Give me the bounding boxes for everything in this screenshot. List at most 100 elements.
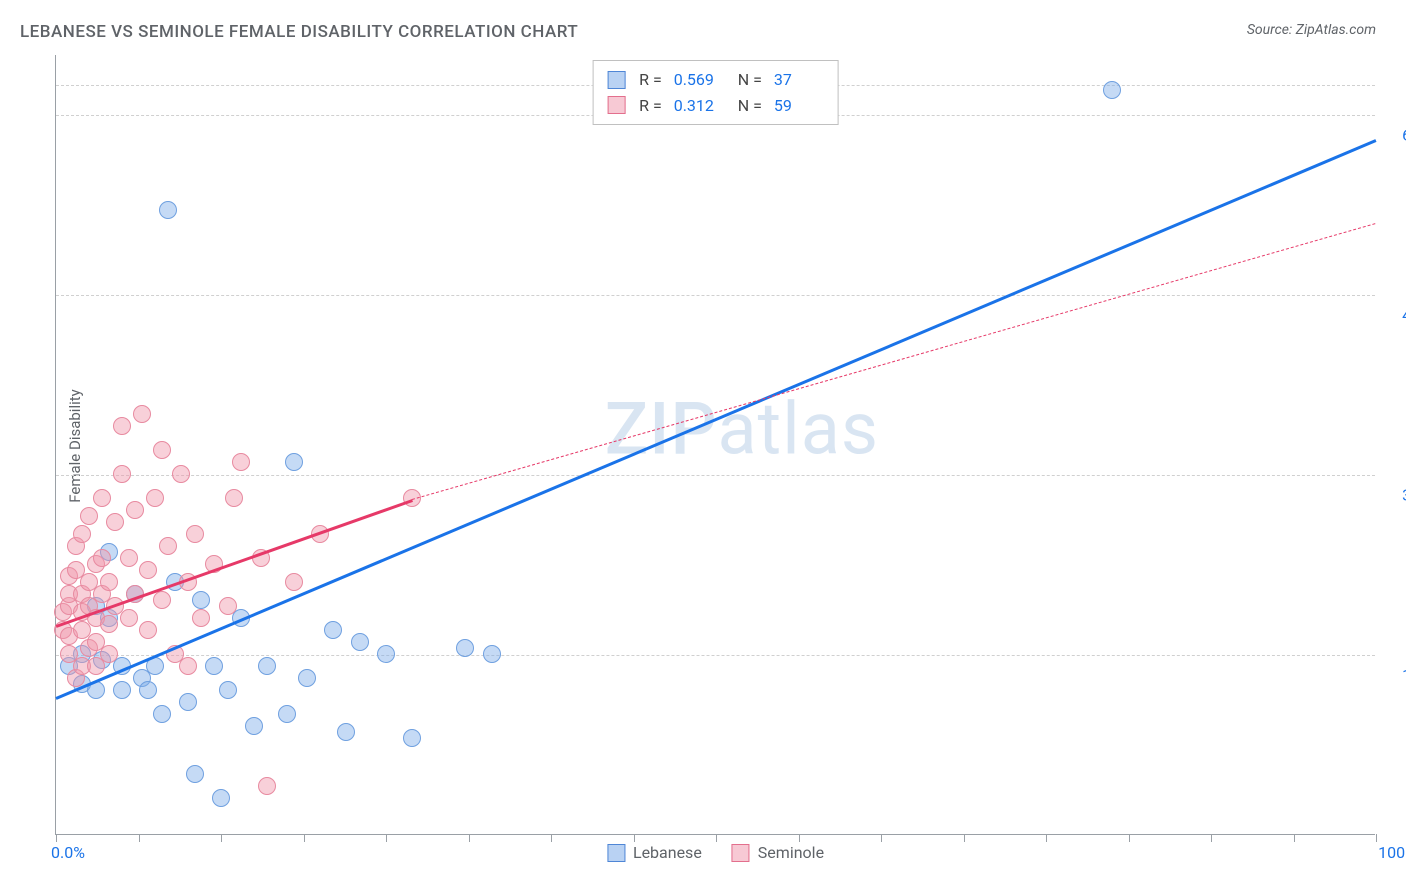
scatter-point [179, 657, 197, 675]
x-tick [139, 834, 140, 842]
stat-r-value: 0.312 [674, 93, 724, 119]
stat-r-value: 0.569 [674, 67, 724, 93]
scatter-point [225, 489, 243, 507]
scatter-point [93, 549, 111, 567]
series-legend-item: Seminole [732, 843, 824, 862]
scatter-point [113, 681, 131, 699]
x-tick [716, 834, 717, 842]
scatter-point [403, 729, 421, 747]
scatter-point [153, 441, 171, 459]
scatter-point [219, 681, 237, 699]
scatter-point [73, 525, 91, 543]
y-tick-label: 30.0% [1385, 486, 1406, 505]
watermark: ZIPatlas [605, 386, 879, 471]
scatter-point [139, 681, 157, 699]
scatter-point [351, 633, 369, 651]
stats-legend-row: R = 0.569 N = 37 [607, 67, 824, 93]
stats-legend: R = 0.569 N = 37R = 0.312 N = 59 [592, 60, 839, 125]
x-tick [1376, 834, 1377, 842]
x-tick [56, 834, 57, 842]
x-tick [304, 834, 305, 842]
series-legend-label: Seminole [758, 843, 824, 862]
scatter-point [179, 693, 197, 711]
x-tick [1129, 834, 1130, 842]
y-tick-label: 45.0% [1385, 306, 1406, 325]
scatter-point [153, 591, 171, 609]
scatter-point [153, 705, 171, 723]
legend-swatch [607, 96, 625, 114]
chart-container: LEBANESE VS SEMINOLE FEMALE DISABILITY C… [0, 0, 1406, 892]
x-tick [1294, 834, 1295, 842]
scatter-point [205, 657, 223, 675]
scatter-point [93, 489, 111, 507]
series-legend: Lebanese Seminole [607, 843, 824, 862]
scatter-point [285, 453, 303, 471]
stat-n-value: 59 [774, 93, 824, 119]
scatter-point [120, 549, 138, 567]
series-legend-item: Lebanese [607, 843, 702, 862]
scatter-point [192, 591, 210, 609]
watermark-right: atlas [717, 386, 879, 471]
scatter-point [377, 645, 395, 663]
stat-n-label: N = [738, 93, 762, 119]
stat-n-label: N = [738, 67, 762, 93]
scatter-point [139, 561, 157, 579]
scatter-point [186, 525, 204, 543]
scatter-point [139, 621, 157, 639]
scatter-point [285, 573, 303, 591]
scatter-point [219, 597, 237, 615]
y-tick-label: 60.0% [1385, 126, 1406, 145]
scatter-point [159, 201, 177, 219]
x-tick [551, 834, 552, 842]
scatter-point [133, 405, 151, 423]
legend-swatch [607, 71, 625, 89]
plot-area: ZIPatlas 15.0%30.0%45.0%60.0%0.0%100.0%R… [55, 55, 1375, 835]
scatter-point [298, 669, 316, 687]
x-tick [1211, 834, 1212, 842]
x-tick [799, 834, 800, 842]
scatter-point [483, 645, 501, 663]
y-tick-label: 15.0% [1385, 666, 1406, 685]
scatter-point [192, 609, 210, 627]
scatter-point [456, 639, 474, 657]
scatter-point [120, 609, 138, 627]
source-attribution: Source: ZipAtlas.com [1247, 22, 1376, 38]
scatter-point [258, 657, 276, 675]
chart-title: LEBANESE VS SEMINOLE FEMALE DISABILITY C… [20, 22, 578, 42]
stat-n-value: 37 [774, 67, 824, 93]
gridline-h [56, 295, 1375, 296]
scatter-point [113, 417, 131, 435]
x-tick [964, 834, 965, 842]
scatter-point [258, 777, 276, 795]
scatter-point [245, 717, 263, 735]
scatter-point [232, 453, 250, 471]
scatter-point [100, 615, 118, 633]
stats-legend-row: R =0.312N =59 [607, 93, 824, 119]
x-tick [1046, 834, 1047, 842]
scatter-point [106, 513, 124, 531]
x-tick-label-left: 0.0% [51, 843, 85, 862]
scatter-point [113, 465, 131, 483]
scatter-point [186, 765, 204, 783]
gridline-h [56, 655, 1375, 656]
scatter-point [100, 573, 118, 591]
series-legend-label: Lebanese [633, 843, 702, 862]
scatter-point [278, 705, 296, 723]
scatter-point [212, 789, 230, 807]
x-tick-label-right: 100.0% [1378, 843, 1406, 862]
scatter-point [324, 621, 342, 639]
scatter-point [100, 645, 118, 663]
scatter-point [1103, 81, 1121, 99]
scatter-point [146, 489, 164, 507]
trend-line-dashed [412, 223, 1376, 500]
gridline-h [56, 475, 1375, 476]
trend-line [55, 139, 1376, 700]
x-tick [881, 834, 882, 842]
x-tick [221, 834, 222, 842]
x-tick [634, 834, 635, 842]
scatter-point [172, 465, 190, 483]
scatter-point [159, 537, 177, 555]
legend-swatch [732, 844, 750, 862]
stat-r-label: R = [639, 67, 662, 93]
scatter-point [126, 501, 144, 519]
